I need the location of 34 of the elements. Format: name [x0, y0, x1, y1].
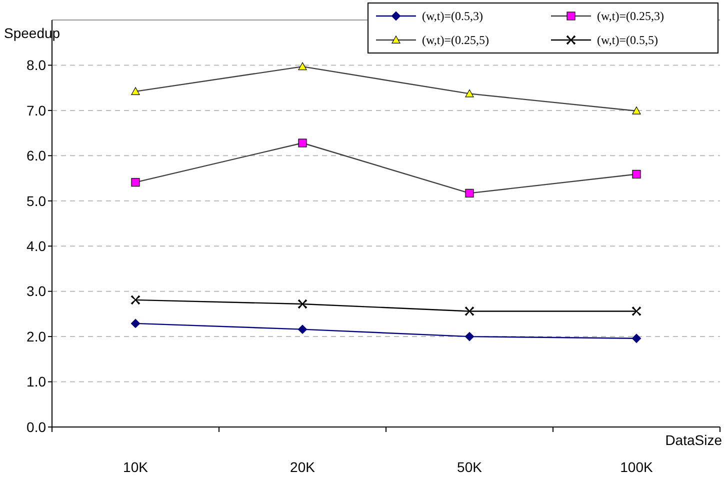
point: [465, 188, 474, 198]
y-tick-label: 2.0: [26, 328, 46, 344]
x-tick-label: 50K: [457, 458, 483, 475]
y-tick-label: 5.0: [26, 192, 46, 209]
point: [298, 62, 307, 70]
legend-label: (w,t)=(0.25,3): [597, 9, 664, 24]
point: [131, 87, 140, 95]
legend-label: (w,t)=(0.5,3): [422, 9, 483, 24]
point: [131, 178, 140, 187]
point: [464, 306, 474, 316]
point: [632, 170, 641, 179]
x-tick-label: 10K: [123, 458, 149, 475]
x-tick-label: 100K: [620, 458, 654, 475]
point: [465, 89, 474, 98]
y-tick-label: 7.0: [26, 102, 46, 118]
point: [632, 334, 641, 343]
point: [298, 138, 307, 148]
point: [130, 295, 140, 305]
point: [298, 324, 307, 334]
point: [632, 106, 641, 114]
y-tick-label: 1.0: [26, 374, 46, 390]
x-tick-label: 20K: [290, 458, 316, 475]
legend-label: (w,t)=(0.25,5): [422, 33, 489, 48]
point: [131, 318, 140, 328]
y-tick-label: 0.0: [26, 418, 46, 435]
point: [632, 306, 642, 316]
x-axis-title: DataSize: [665, 432, 722, 448]
y-tick-label: 6.0: [26, 148, 46, 164]
legend-label: (w,t)=(0.5,5): [597, 33, 658, 48]
y-tick-label: 8.0: [26, 57, 46, 74]
y-tick-label: 3.0: [26, 283, 46, 300]
y-tick-label: 4.0: [26, 238, 46, 254]
point: [465, 332, 474, 342]
point: [298, 299, 308, 309]
